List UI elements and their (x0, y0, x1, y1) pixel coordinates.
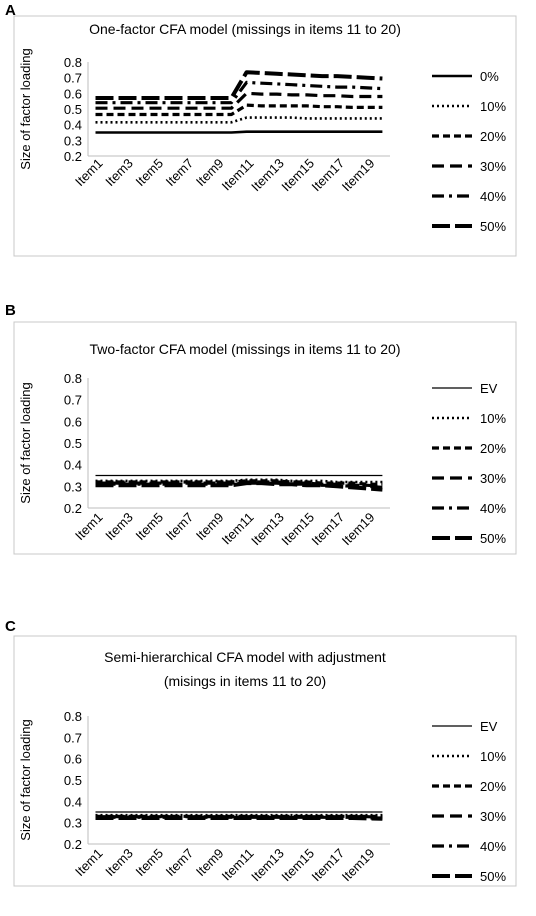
legend-label: 30% (480, 809, 506, 824)
series-line-50pct (95, 481, 383, 492)
y-tick-label: 0.5 (64, 436, 82, 451)
chart-title: Semi-hierarchical CFA model with adjustm… (104, 649, 386, 665)
legend-label: 10% (480, 411, 506, 426)
legend-label: 40% (480, 839, 506, 854)
y-tick-label: 0.5 (64, 102, 82, 117)
y-axis-label: Size of factor loading (18, 48, 33, 169)
chart-frame (13, 15, 517, 257)
y-tick-label: 0.3 (64, 133, 82, 148)
y-tick-label: 0.6 (64, 752, 82, 767)
legend-label: 50% (480, 869, 506, 884)
y-tick-label: 0.6 (64, 86, 82, 101)
y-tick-label: 0.7 (64, 71, 82, 86)
legend-label: 20% (480, 129, 506, 144)
y-tick-label: 0.8 (64, 55, 82, 70)
legend-label: 30% (480, 159, 506, 174)
y-tick-label: 0.7 (64, 730, 82, 745)
series-line-20pct (95, 103, 383, 117)
y-tick-label: 0.2 (64, 501, 82, 516)
panel-letter-b: B (5, 302, 16, 319)
chart-title: One-factor CFA model (missings in items … (89, 21, 401, 37)
series-line-30pct (95, 91, 383, 110)
y-tick-label: 0.6 (64, 414, 82, 429)
y-tick-label: 0.8 (64, 709, 82, 724)
y-tick-label: 0.5 (64, 773, 82, 788)
series-line-0pct (95, 130, 383, 134)
legend-label: 40% (480, 189, 506, 204)
panel-letter-a: A (5, 2, 16, 19)
legend-label: 40% (480, 501, 506, 516)
chart-a: One-factor CFA model (missings in items … (13, 15, 517, 257)
y-tick-label: 0.2 (64, 837, 82, 852)
y-axis-label: Size of factor loading (18, 719, 33, 840)
chart-title: (misings in items 11 to 20) (164, 673, 326, 689)
y-tick-label: 0.2 (64, 149, 82, 164)
series-line-50pct (95, 816, 383, 821)
y-tick-label: 0.3 (64, 479, 82, 494)
legend-label: 20% (480, 779, 506, 794)
legend-label: 20% (480, 441, 506, 456)
chart-c: Semi-hierarchical CFA model with adjustm… (13, 635, 517, 887)
panel-letter-c: C (5, 618, 16, 635)
legend-label: 10% (480, 749, 506, 764)
y-tick-label: 0.8 (64, 371, 82, 386)
chart-title: Two-factor CFA model (missings in items … (90, 341, 401, 357)
legend-label: 0% (480, 69, 499, 84)
y-tick-label: 0.4 (64, 794, 82, 809)
legend-label: EV (480, 719, 498, 734)
y-tick-label: 0.4 (64, 458, 82, 473)
y-tick-label: 0.7 (64, 393, 82, 408)
chart-frame (13, 321, 517, 555)
legend-label: 50% (480, 531, 506, 546)
legend-label: EV (480, 381, 498, 396)
legend-label: 50% (480, 219, 506, 234)
y-axis-label: Size of factor loading (18, 382, 33, 503)
legend-label: 30% (480, 471, 506, 486)
y-tick-label: 0.3 (64, 816, 82, 831)
chart-b: Two-factor CFA model (missings in items … (13, 321, 517, 555)
series-line-50pct (95, 70, 383, 100)
legend-label: 10% (480, 99, 506, 114)
y-tick-label: 0.4 (64, 118, 82, 133)
